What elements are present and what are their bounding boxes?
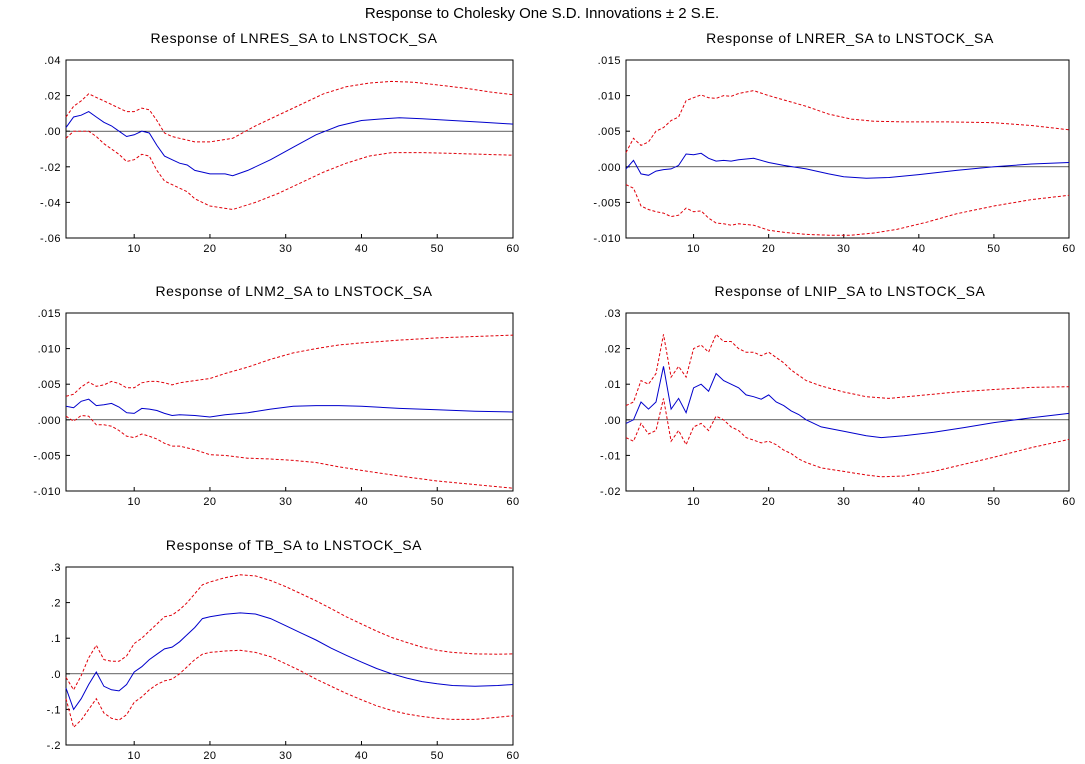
- y-tick-label: .015: [598, 55, 621, 67]
- x-tick-label: 50: [987, 243, 1000, 255]
- plot-frame: [625, 312, 1070, 492]
- y-tick-label: .005: [38, 379, 61, 391]
- panel-2: Response of LNRER_SA to LNSTOCK_SA -.010 -…: [593, 30, 1075, 255]
- x-tick-label: 20: [762, 496, 775, 508]
- y-tick-label: -.01: [600, 450, 621, 462]
- y-tick-label: .010: [598, 91, 621, 103]
- y-tick-label: .1: [51, 633, 61, 645]
- y-tick-label: -.02: [600, 486, 621, 498]
- y-tick-label: .02: [604, 344, 621, 356]
- y-tick-label: .00: [44, 126, 61, 138]
- x-tick-label: 10: [128, 496, 141, 508]
- lower-line: [625, 398, 1070, 478]
- x-tick-label: 50: [987, 496, 1000, 508]
- x-tick-label: 30: [837, 243, 850, 255]
- x-tick-label: 60: [1062, 496, 1075, 508]
- upper-line: [625, 90, 1070, 153]
- x-tick-label: 20: [762, 243, 775, 255]
- response-line: [625, 152, 1070, 179]
- y-tick-label: -.2: [47, 740, 61, 752]
- y-tick-label: .04: [44, 55, 61, 67]
- y-tick-label: .000: [38, 415, 61, 427]
- x-tick-label: 30: [837, 496, 850, 508]
- x-tick-label: 10: [128, 243, 141, 255]
- x-tick-label: 40: [355, 243, 368, 255]
- figure-title: Response to Cholesky One S.D. Innovation…: [365, 5, 719, 22]
- x-tick-label: 20: [203, 750, 216, 762]
- panel-title: Response of LNRER_SA to LNSTOCK_SA: [706, 30, 994, 46]
- y-tick-label: .0: [51, 669, 61, 681]
- panel-title: Response of LNIP_SA to LNSTOCK_SA: [715, 283, 986, 299]
- upper-line: [625, 333, 1070, 407]
- y-tick-label: .03: [604, 308, 621, 320]
- plot-frame: [65, 566, 514, 746]
- x-tick-label: 40: [912, 243, 925, 255]
- response-line: [65, 111, 514, 177]
- upper-line: [65, 574, 514, 691]
- upper-line: [65, 80, 514, 143]
- plot-frame: [625, 59, 1070, 239]
- response-line: [625, 366, 1070, 439]
- x-tick-label: 60: [506, 496, 519, 508]
- y-tick-label: .02: [44, 91, 61, 103]
- panel-title: Response of LNRES_SA to LNSTOCK_SA: [150, 30, 437, 46]
- x-tick-label: 60: [506, 750, 519, 762]
- y-tick-label: .2: [51, 598, 61, 610]
- upper-line: [65, 334, 514, 397]
- x-tick-label: 40: [912, 496, 925, 508]
- y-tick-label: -.005: [33, 450, 61, 462]
- lower-line: [625, 184, 1070, 236]
- response-line: [65, 612, 514, 711]
- x-tick-label: 20: [203, 496, 216, 508]
- x-tick-label: 60: [506, 243, 519, 255]
- y-tick-label: -.06: [40, 233, 61, 245]
- x-tick-label: 30: [279, 496, 292, 508]
- lower-line: [65, 130, 514, 211]
- panel-title: Response of LNM2_SA to LNSTOCK_SA: [155, 283, 432, 299]
- lower-line: [65, 414, 514, 489]
- y-tick-label: .005: [598, 126, 621, 138]
- x-tick-label: 60: [1062, 243, 1075, 255]
- x-tick-label: 50: [431, 496, 444, 508]
- y-tick-label: .00: [604, 415, 621, 427]
- y-tick-label: -.02: [40, 162, 61, 174]
- y-tick-label: -.005: [593, 197, 621, 209]
- panel-4: Response of LNIP_SA to LNSTOCK_SA -.02 -.0…: [600, 283, 1075, 508]
- y-tick-label: -.1: [47, 704, 61, 716]
- x-tick-label: 30: [279, 750, 292, 762]
- panel-3: Response of LNM2_SA to LNSTOCK_SA -.010 -.…: [33, 283, 519, 508]
- plot-frame: [65, 312, 514, 492]
- y-tick-label: .015: [38, 308, 61, 320]
- x-tick-label: 10: [128, 750, 141, 762]
- panel-1: Response of LNRES_SA to LNSTOCK_SA -.06 -.…: [40, 30, 519, 255]
- x-tick-label: 30: [279, 243, 292, 255]
- panel-grid: Response of LNRES_SA to LNSTOCK_SA -.06 -.…: [33, 30, 1075, 762]
- panel-title: Response of TB_SA to LNSTOCK_SA: [166, 537, 422, 553]
- x-tick-label: 50: [431, 243, 444, 255]
- x-tick-label: 10: [687, 496, 700, 508]
- x-tick-label: 20: [203, 243, 216, 255]
- x-tick-label: 40: [355, 750, 368, 762]
- y-tick-label: .000: [598, 162, 621, 174]
- response-line: [65, 398, 514, 418]
- x-tick-label: 50: [431, 750, 444, 762]
- x-tick-label: 10: [687, 243, 700, 255]
- y-tick-label: -.010: [33, 486, 61, 498]
- y-tick-label: -.010: [593, 233, 621, 245]
- panel-5: Response of TB_SA to LNSTOCK_SA -.2 -.1 .0.…: [47, 537, 519, 762]
- y-tick-label: .3: [51, 562, 61, 574]
- lower-line: [65, 649, 514, 729]
- y-tick-label: .01: [604, 379, 621, 391]
- y-tick-label: .010: [38, 344, 61, 356]
- x-tick-label: 40: [355, 496, 368, 508]
- y-tick-label: -.04: [40, 197, 61, 209]
- plot-frame: [65, 59, 514, 239]
